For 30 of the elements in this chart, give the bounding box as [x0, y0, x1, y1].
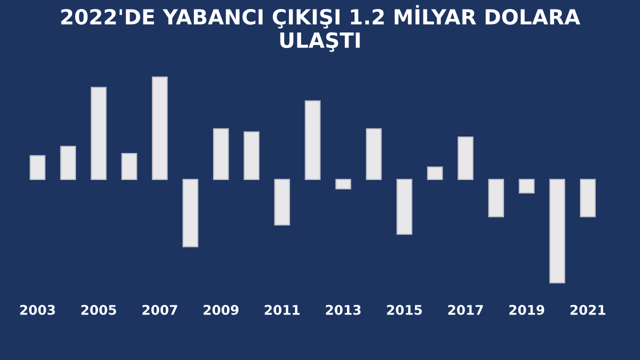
x-tick-label: 2015 [387, 304, 422, 315]
bar [549, 178, 566, 284]
bar [121, 153, 138, 180]
bar [213, 128, 229, 180]
bar [30, 155, 46, 180]
bar [90, 86, 107, 180]
bar [304, 100, 321, 180]
bar [518, 178, 535, 194]
bar [274, 178, 290, 226]
x-tick-label: 2003 [20, 304, 55, 315]
x-tick-label: 2013 [326, 304, 361, 315]
x-tick-label: 2005 [81, 304, 116, 315]
bar [458, 136, 474, 180]
x-tick-label: 2021 [570, 304, 606, 315]
bar [244, 131, 260, 180]
bar [335, 178, 352, 190]
bar [427, 166, 443, 180]
x-tick-label: 2019 [509, 304, 544, 315]
x-tick-label: 2017 [448, 304, 483, 315]
bar [366, 128, 382, 180]
bar [60, 146, 76, 180]
x-tick-label: 2011 [264, 304, 300, 315]
chart-title: 2022'DE YABANCI ÇIKIŞI 1.2 MİLYAR DOLARA ULAŞTI [61, 5, 580, 52]
bar [580, 178, 596, 218]
x-tick-label: 2007 [142, 304, 178, 315]
bar [396, 178, 412, 235]
x-tick-label: 2009 [204, 304, 238, 315]
bar [152, 76, 168, 180]
bar [182, 178, 198, 248]
bar [488, 178, 504, 218]
